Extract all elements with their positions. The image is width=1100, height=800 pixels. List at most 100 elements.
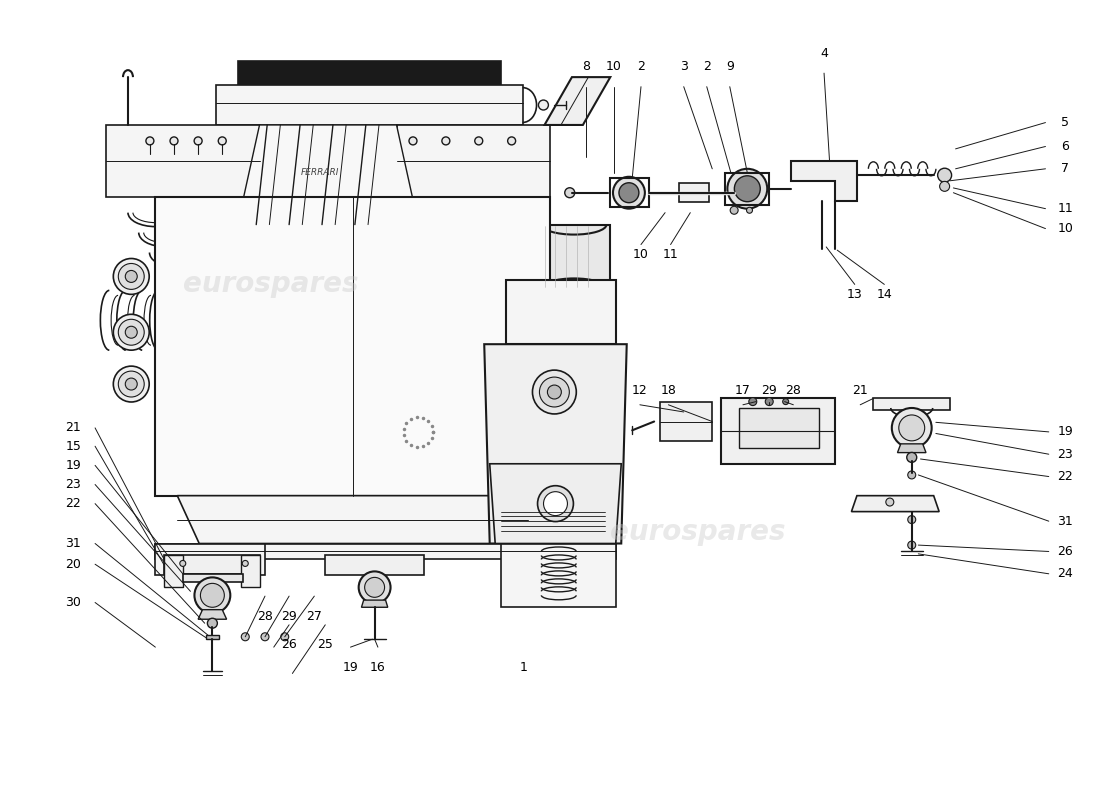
Text: 10: 10 (632, 249, 649, 262)
Circle shape (170, 137, 178, 145)
Circle shape (749, 398, 757, 406)
Polygon shape (183, 574, 243, 582)
Circle shape (113, 258, 150, 294)
Circle shape (783, 398, 789, 405)
Text: 23: 23 (65, 478, 81, 491)
Circle shape (119, 263, 144, 290)
Polygon shape (851, 496, 939, 512)
Circle shape (539, 377, 570, 407)
Circle shape (548, 385, 561, 399)
Circle shape (396, 410, 440, 454)
Text: 29: 29 (282, 610, 297, 622)
Text: 26: 26 (1057, 545, 1074, 558)
Polygon shape (177, 496, 528, 543)
Text: 21: 21 (852, 384, 868, 397)
Circle shape (939, 182, 949, 191)
Circle shape (543, 492, 568, 515)
Polygon shape (738, 408, 818, 448)
Circle shape (538, 486, 573, 522)
Circle shape (119, 319, 144, 345)
Circle shape (564, 188, 574, 198)
Polygon shape (544, 77, 610, 125)
Polygon shape (680, 183, 708, 202)
Text: 10: 10 (1057, 222, 1074, 235)
Text: 24: 24 (1057, 567, 1074, 580)
Circle shape (261, 633, 270, 641)
Text: 29: 29 (761, 384, 777, 397)
Polygon shape (484, 344, 627, 543)
Text: 2: 2 (703, 60, 711, 74)
Circle shape (475, 137, 483, 145)
Circle shape (937, 168, 952, 182)
Circle shape (906, 453, 916, 462)
Circle shape (886, 498, 894, 506)
Polygon shape (155, 543, 616, 559)
Circle shape (908, 471, 915, 479)
Text: 27: 27 (307, 610, 322, 622)
Circle shape (409, 137, 417, 145)
Circle shape (538, 100, 549, 110)
Text: 8: 8 (582, 60, 591, 74)
Polygon shape (206, 635, 219, 639)
Text: 20: 20 (65, 558, 81, 570)
Polygon shape (500, 543, 616, 607)
Polygon shape (155, 197, 550, 496)
Text: 3: 3 (680, 60, 688, 74)
Circle shape (194, 137, 202, 145)
Polygon shape (216, 85, 522, 125)
Text: 23: 23 (1057, 448, 1074, 461)
Polygon shape (396, 125, 550, 197)
Polygon shape (490, 464, 622, 543)
Polygon shape (506, 281, 616, 344)
Circle shape (359, 571, 390, 603)
Circle shape (119, 371, 144, 397)
Text: 31: 31 (1057, 514, 1074, 528)
Text: 17: 17 (735, 384, 751, 397)
Polygon shape (238, 61, 500, 85)
Circle shape (241, 633, 250, 641)
Text: 4: 4 (821, 46, 828, 60)
Circle shape (730, 206, 738, 214)
Circle shape (208, 618, 218, 628)
Text: 5: 5 (1062, 116, 1069, 129)
Circle shape (766, 398, 773, 406)
Polygon shape (362, 600, 388, 607)
Text: 16: 16 (370, 661, 386, 674)
Text: FERRARI: FERRARI (300, 168, 339, 178)
Circle shape (892, 408, 932, 448)
Text: 12: 12 (632, 384, 648, 397)
Circle shape (532, 370, 576, 414)
Polygon shape (873, 398, 950, 410)
Text: 22: 22 (1057, 470, 1074, 483)
Circle shape (218, 137, 227, 145)
Text: 14: 14 (877, 288, 892, 302)
Circle shape (125, 378, 138, 390)
Polygon shape (198, 610, 227, 619)
Text: 15: 15 (65, 440, 81, 453)
Text: 19: 19 (342, 661, 359, 674)
Circle shape (507, 137, 516, 145)
Text: 11: 11 (662, 249, 679, 262)
Circle shape (908, 541, 915, 549)
Text: 26: 26 (282, 638, 297, 651)
Text: 31: 31 (65, 537, 81, 550)
Text: 25: 25 (317, 638, 333, 651)
Circle shape (280, 633, 288, 641)
Text: 19: 19 (1057, 426, 1074, 438)
Text: 19: 19 (65, 459, 81, 472)
Circle shape (442, 137, 450, 145)
Text: 2: 2 (637, 60, 645, 74)
Text: 28: 28 (785, 384, 801, 397)
Text: 6: 6 (1062, 140, 1069, 153)
Text: 10: 10 (606, 60, 621, 74)
Text: 1: 1 (520, 661, 528, 674)
Circle shape (113, 314, 150, 350)
Polygon shape (164, 555, 183, 587)
Circle shape (125, 326, 138, 338)
Text: 21: 21 (65, 422, 81, 434)
Circle shape (735, 176, 760, 202)
Text: 9: 9 (726, 60, 734, 74)
Circle shape (200, 583, 224, 607)
Circle shape (179, 561, 186, 566)
Text: eurospares: eurospares (610, 518, 785, 546)
